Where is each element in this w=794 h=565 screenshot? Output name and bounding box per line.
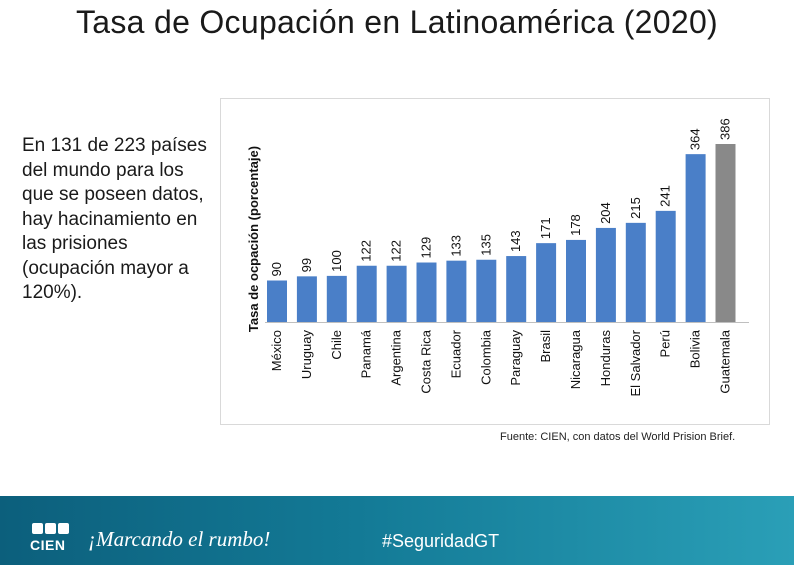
data-label: 133 (448, 235, 463, 257)
bar-chart: Tasa de ocpación (porcentaje) 90 México 99 U… (220, 98, 770, 425)
footer-bar (0, 496, 794, 565)
x-tick-label: Chile (329, 330, 344, 360)
x-tick-label: Paraguay (508, 330, 523, 386)
bar-ecuador (446, 260, 467, 322)
data-label: 386 (718, 118, 733, 140)
bar-guatemala (715, 144, 736, 322)
chart-canvas: Tasa de ocpación (porcentaje) 90 México 99 U… (246, 118, 749, 396)
bar-argentina (386, 265, 407, 322)
cien-logo: CIEN (30, 523, 72, 559)
x-tick-label: Uruguay (299, 330, 314, 380)
data-label: 99 (299, 258, 314, 272)
x-tick-label: México (269, 330, 284, 371)
data-label: 122 (359, 240, 374, 262)
bar-panamá (356, 265, 377, 322)
data-label: 100 (329, 250, 344, 272)
bar-perú (655, 210, 676, 322)
summary-text: En 131 de 223 países del mundo para los … (22, 135, 207, 303)
bar-brasil (536, 243, 557, 322)
x-tick-label: El Salvador (628, 329, 643, 396)
x-tick-label: Argentina (389, 329, 404, 385)
bar-el-salvador (625, 222, 646, 322)
bar-uruguay (296, 276, 317, 322)
x-tick-label: Panamá (359, 329, 374, 378)
slide-title: Tasa de Ocupación en Latinoamérica (2020… (75, 4, 719, 40)
x-tick-label: Nicaragua (568, 329, 583, 389)
data-label: 241 (658, 185, 673, 207)
bar-chile (326, 275, 347, 322)
logo-mark-icon (32, 523, 72, 537)
x-tick-label: Brasil (538, 330, 553, 363)
x-tick-label: Honduras (598, 330, 613, 387)
x-tick-label: Perú (658, 330, 673, 357)
chart-source: Fuente: CIEN, con datos del World Prisio… (500, 431, 736, 443)
bar-costa-rica (416, 262, 437, 322)
data-label: 90 (269, 262, 284, 276)
data-label: 143 (508, 230, 523, 252)
data-label: 129 (419, 237, 434, 259)
bar-bolivia (685, 154, 706, 322)
data-label: 178 (568, 214, 583, 236)
bar-honduras (595, 227, 616, 322)
data-label: 171 (538, 217, 553, 239)
x-tick-label: Costa Rica (419, 329, 434, 393)
footer-hashtag: #SeguridadGT (382, 531, 500, 551)
bar-paraguay (506, 256, 527, 322)
data-label: 135 (478, 234, 493, 256)
x-tick-label: Ecuador (448, 329, 463, 378)
x-tick-label: Bolivia (688, 329, 703, 368)
data-label: 204 (598, 202, 613, 224)
bar-nicaragua (566, 239, 586, 322)
bar-colombia (476, 259, 497, 322)
data-label: 364 (688, 128, 703, 150)
footer-slogan: ¡Marcando el rumbo! (88, 527, 271, 551)
data-label: 122 (389, 240, 404, 262)
x-tick-label: Colombia (478, 329, 493, 385)
y-axis-label: Tasa de ocpación (porcentaje) (246, 146, 261, 332)
data-label: 215 (628, 197, 643, 219)
logo-text: CIEN (30, 537, 66, 553)
bar-méxico (267, 280, 287, 322)
x-tick-label: Guatemala (718, 329, 733, 393)
